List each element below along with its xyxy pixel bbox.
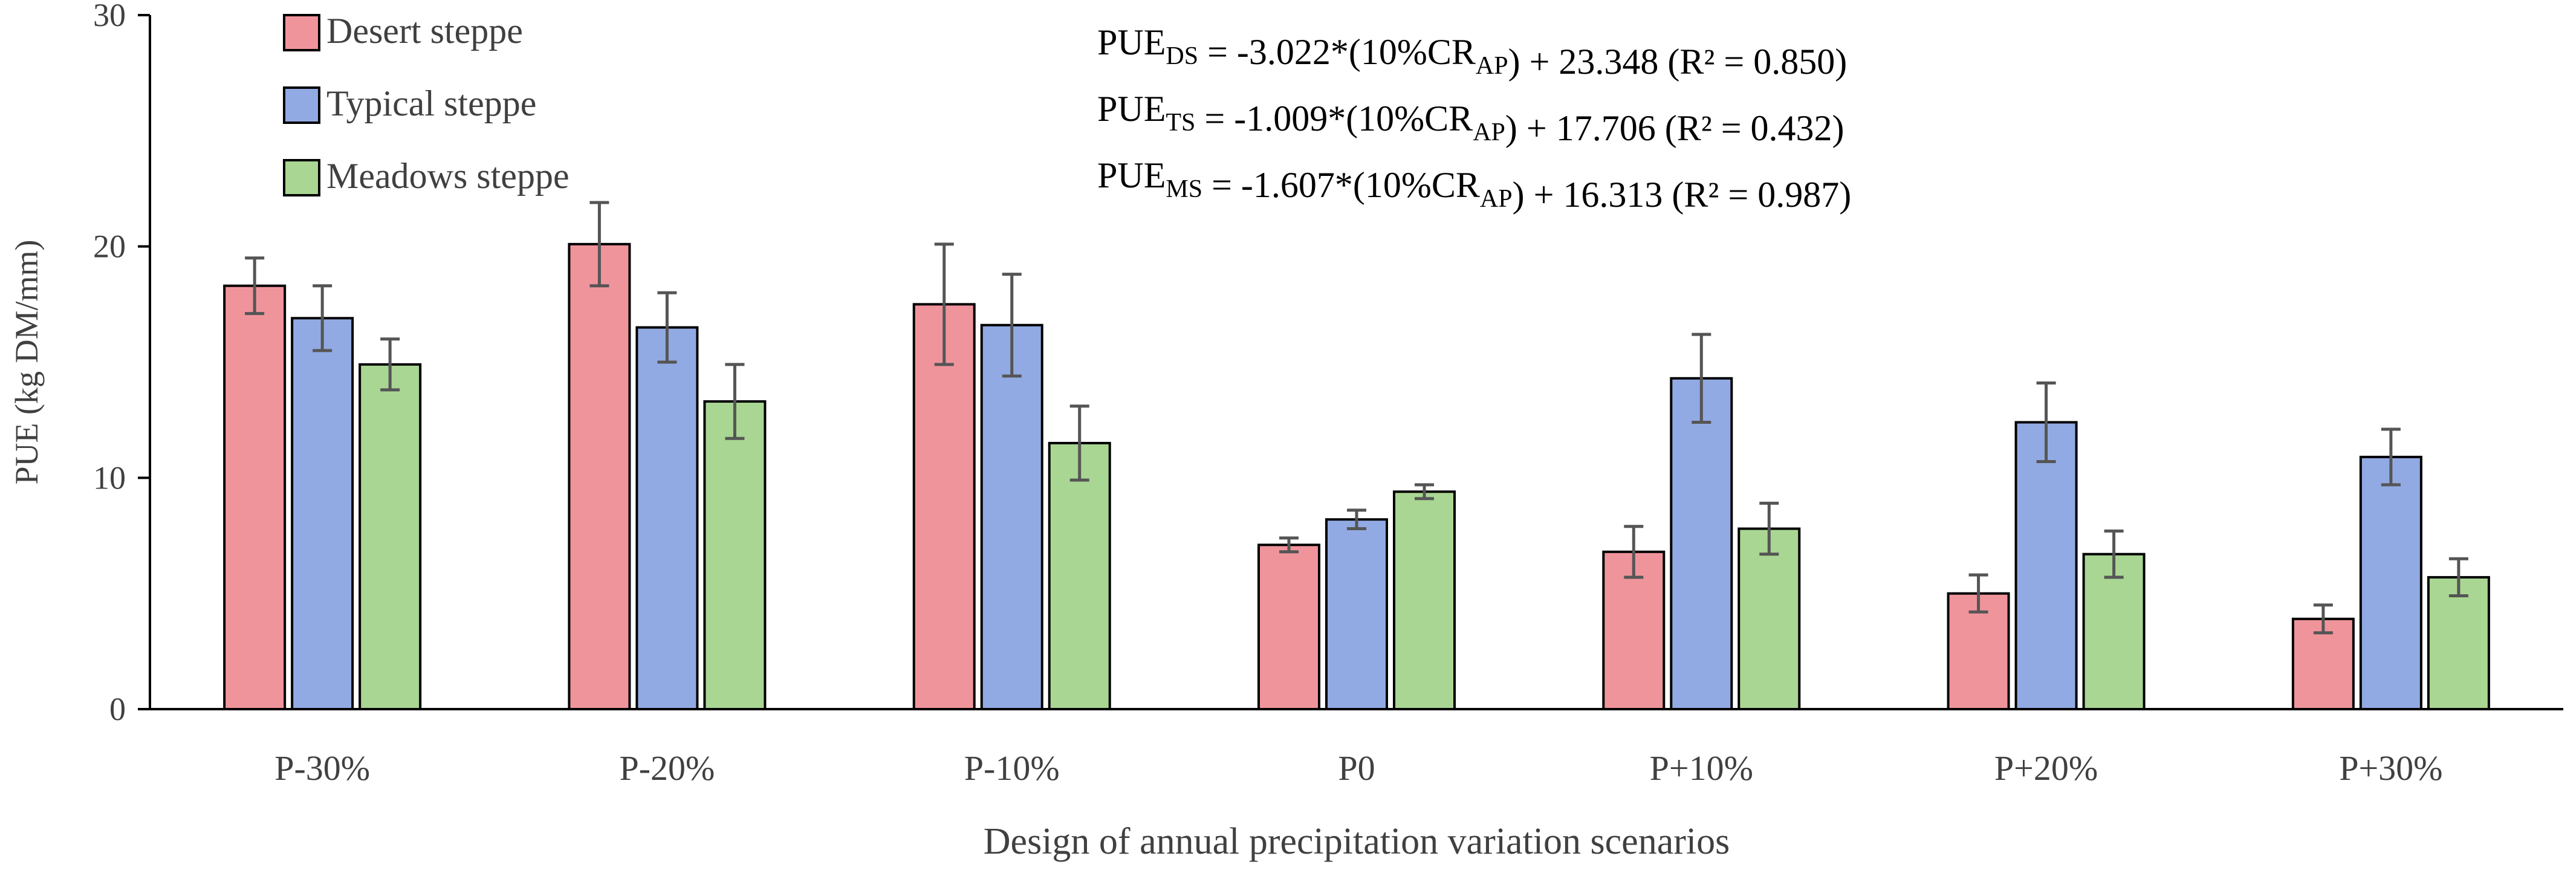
x-tick-label: P0 xyxy=(1338,748,1375,788)
bar xyxy=(1737,527,1801,711)
error-bar xyxy=(657,291,677,364)
equation-line: PUEDS = -3.022*(10%CRAP) + 23.348 (R² = … xyxy=(1097,22,1847,82)
legend-item: Desert steppe xyxy=(283,11,523,51)
equation-text: PUE xyxy=(1097,89,1166,129)
bar xyxy=(635,326,699,710)
equation-subscript: MS xyxy=(1166,175,1202,203)
x-tick-label: P-10% xyxy=(964,748,1060,788)
bar xyxy=(703,400,767,710)
error-bar xyxy=(2104,529,2124,579)
legend-swatch xyxy=(283,86,320,124)
x-tick-label: P-20% xyxy=(619,748,715,788)
bar xyxy=(2359,455,2422,710)
equation-text: ) + 16.313 (R² = 0.987) xyxy=(1513,175,1852,215)
legend: Desert steppe Typical steppe Meadows stepp… xyxy=(283,11,569,196)
error-bar xyxy=(589,201,609,288)
equation-subscript: TS xyxy=(1166,109,1195,137)
bars-layer xyxy=(223,201,2490,711)
x-tick-label: P-30% xyxy=(274,748,370,788)
equation-text: = -1.009*(10%CR xyxy=(1195,99,1473,138)
bar xyxy=(1670,377,1733,710)
equation-text: PUE xyxy=(1097,155,1166,195)
bar xyxy=(1393,490,1456,710)
error-bar xyxy=(245,256,265,316)
bar xyxy=(2427,576,2490,710)
y-tick-label: 0 xyxy=(109,691,126,727)
regression-equations: PUEDS = -3.022*(10%CRAP) + 23.348 (R² = … xyxy=(1097,22,1851,215)
y-tick-label: 20 xyxy=(93,229,126,265)
error-bar xyxy=(313,284,333,352)
bar xyxy=(2014,421,2078,710)
legend-label: Meadows steppe xyxy=(326,156,569,196)
legend-swatch xyxy=(283,14,320,51)
error-bar xyxy=(1624,525,1644,579)
x-tick-label: P+20% xyxy=(1994,748,2098,788)
legend-label: Desert steppe xyxy=(326,11,523,51)
error-bar xyxy=(2381,427,2401,487)
x-tick-label: P+30% xyxy=(2339,748,2442,788)
error-bar xyxy=(2313,603,2333,635)
error-bar xyxy=(2448,557,2468,597)
bar xyxy=(1257,543,1320,710)
ticks-layer: 0 10 20 30 P-30% P-20% P-10% P0 P+10% P+20% P+30% xyxy=(93,0,2442,788)
error-bar xyxy=(1759,501,1779,556)
x-axis-label: Design of annual precipitation variation… xyxy=(984,821,1730,862)
equation-text: = -3.022*(10%CR xyxy=(1198,32,1476,72)
equation-text: ) + 23.348 (R² = 0.850) xyxy=(1508,42,1848,82)
equation-line: PUEMS = -1.607*(10%CRAP) + 16.313 (R² = … xyxy=(1097,155,1851,215)
bar xyxy=(223,284,287,711)
legend-label: Typical steppe xyxy=(326,83,536,123)
error-bar xyxy=(1279,536,1299,554)
error-bar xyxy=(380,337,400,392)
error-bar xyxy=(1968,573,1988,614)
equation-line: PUETS = -1.009*(10%CRAP) + 17.706 (R² = … xyxy=(1097,89,1844,148)
equation-text: = -1.607*(10%CR xyxy=(1202,165,1480,205)
bar xyxy=(1325,518,1388,710)
y-axis-label: PUE (kg DM/mm) xyxy=(8,240,45,485)
error-bar xyxy=(1692,333,1711,424)
equation-subscript: AP xyxy=(1480,185,1513,213)
equation-subscript: DS xyxy=(1166,42,1198,70)
legend-swatch xyxy=(283,159,320,196)
error-bar xyxy=(1415,483,1434,501)
error-bar xyxy=(725,363,745,440)
equation-subscript: AP xyxy=(1476,52,1508,80)
bar xyxy=(291,317,354,710)
y-tick-label: 10 xyxy=(93,459,126,496)
bar xyxy=(1048,441,1111,711)
error-bar xyxy=(1002,273,1022,378)
legend-item: Typical steppe xyxy=(283,83,536,124)
equation-text: ) + 17.706 (R² = 0.432) xyxy=(1505,108,1844,148)
axes-layer xyxy=(149,15,2563,710)
error-bar xyxy=(934,242,954,366)
bar xyxy=(980,323,1043,710)
bar xyxy=(568,242,631,710)
equation-text: PUE xyxy=(1097,22,1166,62)
equation-subscript: AP xyxy=(1473,118,1505,146)
bar xyxy=(358,363,422,710)
x-tick-label: P+10% xyxy=(1650,748,1753,788)
y-tick-label: 30 xyxy=(93,0,126,33)
error-bar xyxy=(2036,381,2056,464)
legend-item: Meadows steppe xyxy=(283,156,569,196)
error-bar xyxy=(1347,508,1366,531)
error-bar xyxy=(1069,404,1089,482)
